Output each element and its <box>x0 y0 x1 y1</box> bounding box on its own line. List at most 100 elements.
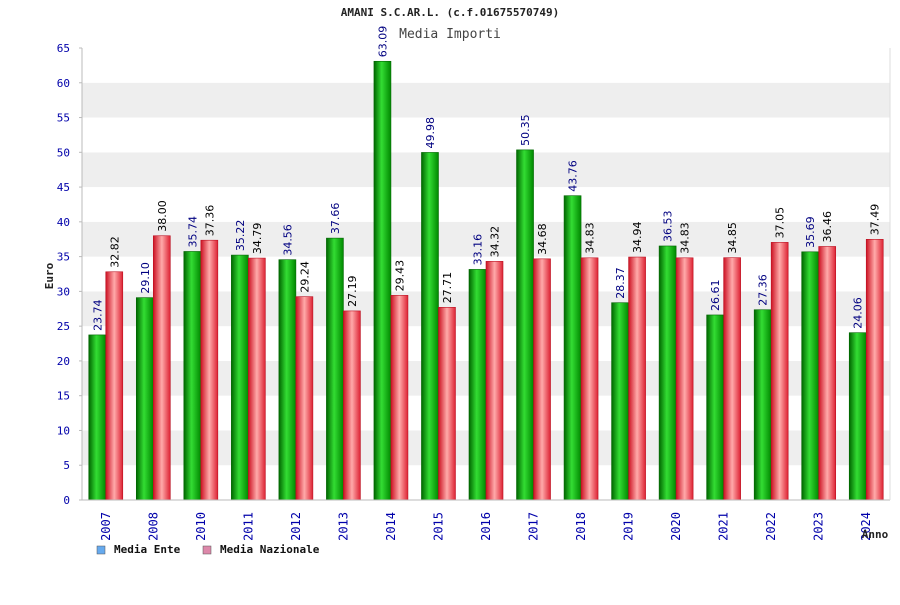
value-label-media-nazionale: 38.00 <box>156 200 169 232</box>
x-tick-label: 2007 <box>99 512 113 541</box>
legend-swatch-media-ente <box>96 545 106 555</box>
value-label-media-nazionale: 34.32 <box>489 226 502 258</box>
value-label-media-ente: 27.36 <box>757 274 770 306</box>
value-label-media-nazionale: 34.68 <box>536 223 549 255</box>
grid-band <box>82 82 890 118</box>
value-label-media-ente: 28.37 <box>614 267 627 299</box>
x-tick-label: 2010 <box>194 512 208 541</box>
bar-media-ente <box>516 149 534 501</box>
y-tick-label: 15 <box>57 390 70 403</box>
legend-label-media-ente: Media Ente <box>114 543 181 556</box>
value-label-media-nazionale: 37.49 <box>869 204 882 236</box>
value-label-media-nazionale: 27.71 <box>441 272 454 304</box>
y-tick-labels: 0 5 10 15 20 25 30 35 40 45 50 55 60 65 <box>57 42 82 507</box>
bar-media-ente <box>801 251 820 501</box>
value-label-media-ente: 37.66 <box>329 203 342 235</box>
bar-media-ente <box>421 152 439 501</box>
bar-media-nazionale <box>390 295 409 501</box>
x-tick-label: 2011 <box>241 512 255 541</box>
legend: Media Ente Media Nazionale <box>96 543 320 556</box>
value-label-media-nazionale: 29.43 <box>393 260 406 292</box>
bar-media-ente <box>563 195 582 501</box>
bar-media-ente <box>326 237 344 501</box>
bar-media-ente <box>611 302 629 501</box>
bar-media-nazionale <box>533 258 551 501</box>
x-tick-label: 2014 <box>384 512 398 541</box>
value-label-media-nazionale: 27.19 <box>346 275 359 307</box>
value-label-media-nazionale: 37.36 <box>203 205 216 237</box>
value-label-media-ente: 35.74 <box>186 216 199 248</box>
x-tick-label: 2021 <box>717 512 731 541</box>
value-label-media-ente: 35.69 <box>804 216 817 248</box>
y-tick-label: 40 <box>57 216 70 229</box>
y-tick-label: 50 <box>57 146 70 159</box>
grid-band <box>82 48 890 83</box>
value-label-media-nazionale: 36.46 <box>821 211 834 243</box>
bar-media-nazionale <box>865 239 884 501</box>
value-label-media-nazionale: 34.83 <box>584 222 597 254</box>
bar-media-ente <box>183 251 202 501</box>
x-tick-label: 2024 <box>859 512 873 541</box>
value-label-media-ente: 35.22 <box>234 220 247 252</box>
y-tick-label: 30 <box>57 285 70 298</box>
chart-title: AMANI S.C.AR.L. (c.f.01675570749) <box>341 6 560 19</box>
bar-media-nazionale <box>343 310 361 501</box>
value-label-media-nazionale: 37.05 <box>774 207 787 239</box>
value-label-media-nazionale: 34.79 <box>251 223 264 255</box>
y-tick-label: 0 <box>63 494 70 507</box>
value-label-media-ente: 23.74 <box>91 299 104 331</box>
bar-media-ente <box>658 245 677 501</box>
x-tick-labels: 2007 2008 2010 2011 2012 2013 2014 2015 2016 2017… <box>99 512 873 541</box>
value-label-media-ente: 34.56 <box>281 224 294 256</box>
bar-media-nazionale <box>770 242 789 501</box>
y-tick-label: 35 <box>57 251 70 264</box>
x-tick-label: 2019 <box>622 512 636 541</box>
legend-label-media-nazionale: Media Nazionale <box>220 543 320 556</box>
y-tick-label: 20 <box>57 355 70 368</box>
y-axis-label: Euro <box>43 262 56 289</box>
x-tick-label: 2018 <box>574 512 588 541</box>
value-label-media-nazionale: 29.24 <box>298 261 311 293</box>
bar-media-ente <box>468 269 487 501</box>
x-tick-label: 2022 <box>764 512 778 541</box>
value-label-media-ente: 50.35 <box>519 114 532 146</box>
bar-media-nazionale <box>580 257 599 501</box>
y-tick-label: 10 <box>57 424 70 437</box>
bar-media-nazionale <box>152 235 171 501</box>
grid-band <box>82 187 890 222</box>
legend-swatch-media-nazionale <box>202 545 212 555</box>
value-label-media-ente: 33.16 <box>472 234 485 266</box>
bar-media-ente <box>706 314 724 501</box>
x-tick-label: 2017 <box>527 512 541 541</box>
bar-media-nazionale <box>105 271 124 501</box>
y-tick-label: 5 <box>63 459 70 472</box>
grid-band <box>82 152 890 188</box>
y-tick-label: 60 <box>57 77 70 90</box>
bar-media-ente <box>278 259 297 501</box>
value-labels: 23.74 32.82 29.10 38.00 35.74 37.36 35.22 34.79… <box>91 26 881 331</box>
value-label-media-ente: 43.76 <box>567 160 580 192</box>
bar-media-ente <box>373 60 392 501</box>
bar-media-nazionale <box>438 307 456 501</box>
bar-media-nazionale <box>723 257 741 501</box>
bar-media-ente <box>88 334 107 501</box>
value-label-media-nazionale: 34.85 <box>726 222 739 254</box>
value-label-media-ente: 49.98 <box>424 117 437 149</box>
axes-group <box>81 48 891 501</box>
chart-subtitle: Media Importi <box>399 27 501 42</box>
y-tick-label: 25 <box>57 320 70 333</box>
x-tick-label: 2008 <box>146 512 160 541</box>
x-tick-label: 2013 <box>336 512 350 541</box>
x-axis-label: Anno <box>862 528 889 541</box>
bar-media-nazionale <box>295 296 314 501</box>
x-tick-label: 2015 <box>431 512 445 541</box>
grid-band <box>82 117 890 153</box>
y-tick-label: 55 <box>57 112 70 125</box>
value-label-media-nazionale: 34.94 <box>631 222 644 254</box>
bar-media-nazionale <box>818 246 837 501</box>
x-tick-label: 2020 <box>669 512 683 541</box>
value-label-media-ente: 63.09 <box>376 26 389 58</box>
y-tick-label: 45 <box>57 181 70 194</box>
